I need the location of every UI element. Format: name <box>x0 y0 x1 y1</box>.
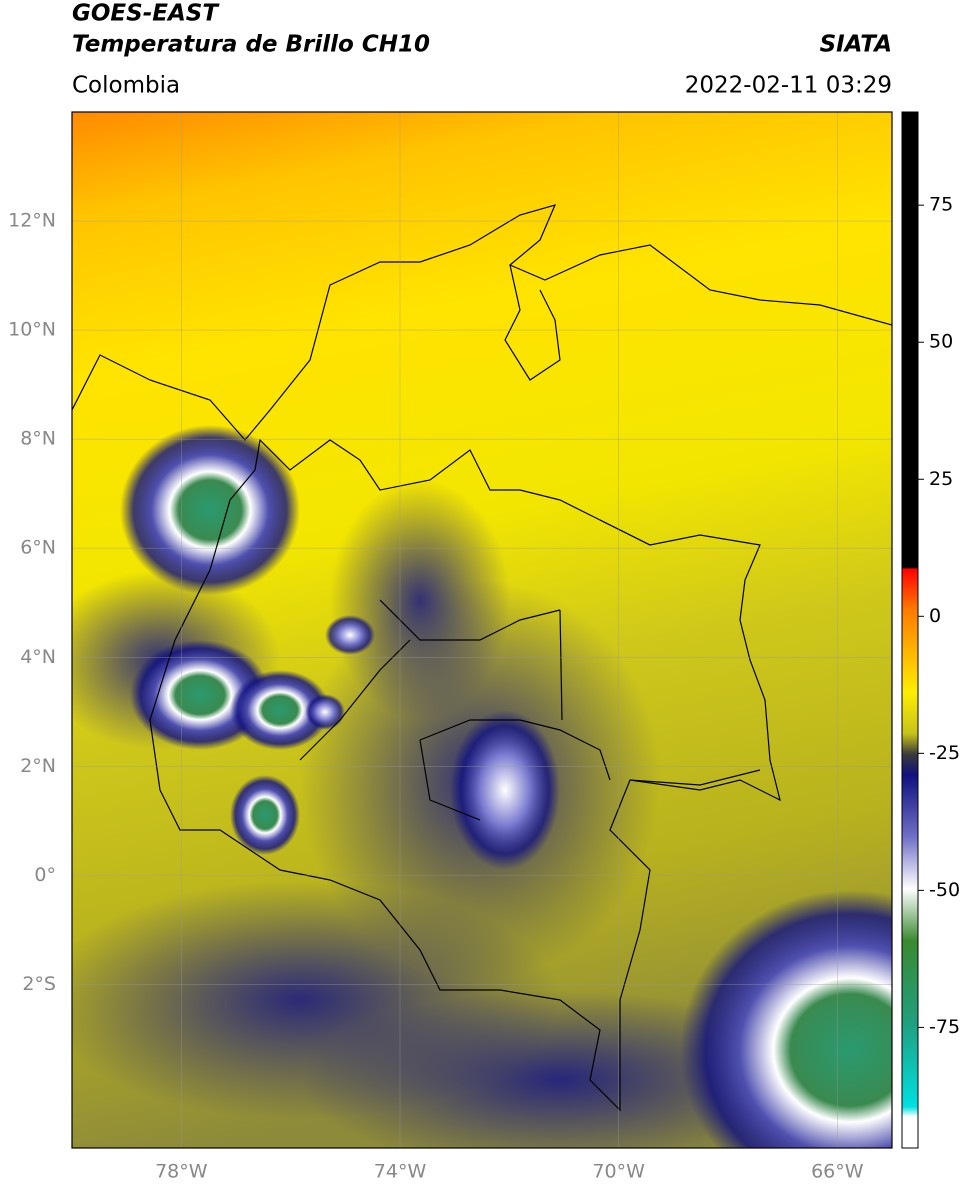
lat-tick-label: 6°N <box>20 537 56 559</box>
colorbar-tick-label: -75 <box>929 1016 960 1038</box>
source: SIATA <box>820 32 892 58</box>
lon-tick-label: 78°W <box>155 1161 208 1183</box>
colorbar-tick-label: 75 <box>929 194 953 216</box>
colorbar-tick-label: 50 <box>929 331 953 353</box>
title: GOES-EAST <box>72 1 220 27</box>
map-image <box>72 112 892 1148</box>
colorbar-tick-label: -50 <box>929 879 960 901</box>
colorbar-tick-label: -25 <box>929 742 960 764</box>
lon-tick-label: 66°W <box>811 1161 864 1183</box>
lon-tick-label: 70°W <box>592 1161 645 1183</box>
map-frame <box>71 111 893 1149</box>
axis-labels: 78°W 74°W 70°W 66°W 12°N 10°N 8°N 6°N 4°N 2°N 0° 2°… <box>8 194 960 1183</box>
lat-tick-label: 2°N <box>20 755 56 777</box>
graticule <box>72 112 892 1148</box>
region: Colombia <box>72 73 180 99</box>
lat-tick-label: 10°N <box>8 319 56 341</box>
lat-tick-label: 8°N <box>20 428 56 450</box>
lat-tick-label: 2°S <box>22 973 56 995</box>
lat-tick-label: 0° <box>34 864 56 886</box>
colorbar-tick-label: 25 <box>929 468 953 490</box>
colorbar <box>901 111 919 1149</box>
lon-tick-label: 74°W <box>374 1161 427 1183</box>
subtitle: Temperatura de Brillo CH10 <box>72 32 430 58</box>
colorbar-tick-label: 0 <box>929 605 941 627</box>
lat-tick-label: 12°N <box>8 210 56 232</box>
lat-tick-label: 4°N <box>20 646 56 668</box>
timestamp: 2022-02-11 03:29 <box>685 73 892 99</box>
